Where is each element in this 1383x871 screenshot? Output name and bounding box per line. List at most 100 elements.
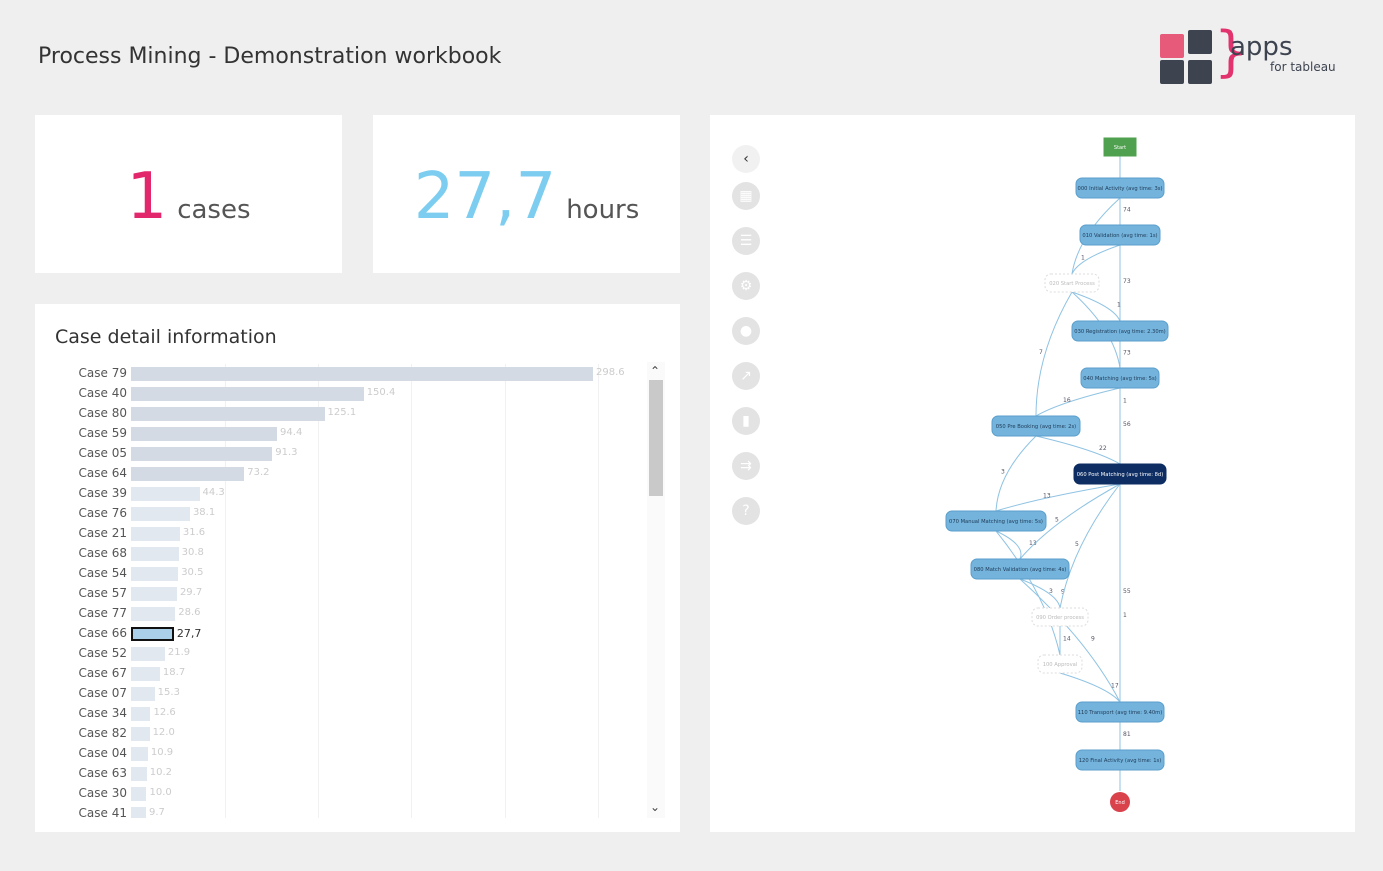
process-node[interactable] xyxy=(1079,224,1161,246)
process-edge[interactable] xyxy=(1019,483,1121,560)
case-bar[interactable] xyxy=(131,547,179,561)
case-value-label: 30.5 xyxy=(181,567,204,578)
filter-icon[interactable]: ● xyxy=(732,317,760,345)
process-map-graph[interactable]: 7481731173716561223131353559514917181Sta… xyxy=(710,115,1355,832)
case-bar[interactable] xyxy=(131,587,177,601)
process-node[interactable] xyxy=(1080,367,1160,389)
process-node[interactable] xyxy=(1075,749,1165,771)
chart-scrollbar[interactable]: ⌃ ⌄ xyxy=(647,362,665,818)
process-edge[interactable] xyxy=(1059,483,1121,609)
case-bar[interactable] xyxy=(131,767,147,781)
case-bar[interactable] xyxy=(131,647,165,661)
process-node[interactable] xyxy=(945,510,1047,532)
edge-label: 7 xyxy=(1039,349,1043,356)
process-edge[interactable] xyxy=(995,483,1121,512)
process-edge[interactable] xyxy=(995,530,1061,656)
case-bar[interactable] xyxy=(131,507,190,521)
case-bar-row[interactable]: Case 66 27,7 xyxy=(35,624,655,644)
case-bar[interactable] xyxy=(131,567,179,581)
case-bar[interactable] xyxy=(131,527,180,541)
case-bar-row[interactable]: Case 59 94.4 xyxy=(35,424,655,444)
case-bar-row[interactable]: Case 63 10.2 xyxy=(35,764,655,784)
process-node[interactable] xyxy=(991,415,1081,437)
process-edge[interactable] xyxy=(995,435,1037,512)
trend-icon[interactable]: ↗ xyxy=(732,362,760,390)
scroll-up-icon[interactable]: ⌃ xyxy=(650,364,661,378)
case-bar[interactable] xyxy=(131,607,176,621)
case-value-label: 18.7 xyxy=(162,667,186,678)
case-bar-row[interactable]: Case 05 91.3 xyxy=(35,444,655,464)
case-bar-row[interactable]: Case 64 73.2 xyxy=(35,464,655,484)
case-bar-row[interactable]: Case 34 12.6 xyxy=(35,704,655,724)
process-edge[interactable] xyxy=(1035,435,1121,465)
process-node[interactable] xyxy=(1075,177,1165,199)
process-node[interactable] xyxy=(970,558,1070,580)
case-bar-row[interactable]: Case 80 125.1 xyxy=(35,404,655,424)
case-bar-row[interactable]: Case 41 9.7 xyxy=(35,804,655,818)
process-node[interactable] xyxy=(1075,701,1165,723)
case-bar[interactable] xyxy=(131,667,160,681)
process-edge[interactable] xyxy=(1071,244,1121,275)
process-edge[interactable] xyxy=(995,530,1022,560)
process-node[interactable] xyxy=(1073,463,1167,485)
hours-kpi-card: 27,7 hours xyxy=(373,115,680,273)
case-bar-row[interactable]: Case 21 31.6 xyxy=(35,524,655,544)
case-bar[interactable] xyxy=(131,787,147,801)
case-bar[interactable] xyxy=(131,627,174,641)
case-bar[interactable] xyxy=(131,427,278,441)
case-value-label: 12.6 xyxy=(153,707,176,718)
process-edge[interactable] xyxy=(1035,387,1121,417)
case-bar-row[interactable]: Case 82 12.0 xyxy=(35,724,655,744)
edge-label: 1 xyxy=(1081,255,1085,262)
case-label: Case 63 xyxy=(78,766,127,780)
case-bar[interactable] xyxy=(131,387,364,401)
process-node[interactable] xyxy=(1071,320,1169,342)
case-value-label: 38.1 xyxy=(192,507,216,518)
case-bar[interactable] xyxy=(131,487,200,501)
settings-icon[interactable]: ⚙ xyxy=(732,272,760,300)
case-bar[interactable] xyxy=(131,727,150,741)
page-title: Process Mining - Demonstration workbook xyxy=(38,44,502,69)
process-edge[interactable] xyxy=(1019,578,1121,703)
case-bar-row[interactable]: Case 39 44.3 xyxy=(35,484,655,504)
tag-icon[interactable]: ▮ xyxy=(732,407,760,435)
case-bar[interactable] xyxy=(131,407,325,421)
case-bar-row[interactable]: Case 40 150.4 xyxy=(35,384,655,404)
case-bar-row[interactable]: Case 77 28.6 xyxy=(35,604,655,624)
case-bar[interactable] xyxy=(131,747,148,761)
case-value-label: 125.1 xyxy=(327,407,357,418)
process-edge[interactable] xyxy=(1035,291,1073,417)
export-icon[interactable]: ⇉ xyxy=(732,452,760,480)
case-bar-row[interactable]: Case 76 38.1 xyxy=(35,504,655,524)
case-bar-row[interactable]: Case 79 298.6 xyxy=(35,364,655,384)
process-edge[interactable] xyxy=(1071,291,1121,322)
case-bar[interactable] xyxy=(131,687,155,701)
process-node[interactable] xyxy=(1044,273,1100,293)
process-edge[interactable] xyxy=(1019,578,1061,609)
case-bar-row[interactable]: Case 52 21.9 xyxy=(35,644,655,664)
case-bar-row[interactable]: Case 67 18.7 xyxy=(35,664,655,684)
case-bar[interactable] xyxy=(131,807,146,818)
case-bar-row[interactable]: Case 57 29.7 xyxy=(35,584,655,604)
case-bar[interactable] xyxy=(131,467,245,481)
case-bar[interactable] xyxy=(131,707,151,721)
case-bar[interactable] xyxy=(131,447,273,461)
case-bar-row[interactable]: Case 04 10.9 xyxy=(35,744,655,764)
case-bar[interactable] xyxy=(131,367,593,381)
edge-label: 13 xyxy=(1029,540,1037,547)
process-edge[interactable] xyxy=(1059,672,1121,703)
process-node[interactable] xyxy=(1037,654,1083,674)
end-node[interactable] xyxy=(1110,792,1130,812)
case-bar-row[interactable]: Case 30 10.0 xyxy=(35,784,655,804)
process-node[interactable] xyxy=(1103,137,1137,157)
collapse-icon[interactable]: ‹ xyxy=(732,145,760,173)
table-icon[interactable]: ☰ xyxy=(732,227,760,255)
process-node[interactable] xyxy=(1031,607,1089,627)
scroll-thumb[interactable] xyxy=(649,380,663,496)
case-bar-row[interactable]: Case 07 15.3 xyxy=(35,684,655,704)
process-icon[interactable]: ▦ xyxy=(732,182,760,210)
help-icon[interactable]: ? xyxy=(732,497,760,525)
scroll-down-icon[interactable]: ⌄ xyxy=(650,800,661,814)
case-bar-row[interactable]: Case 68 30.8 xyxy=(35,544,655,564)
case-bar-row[interactable]: Case 54 30.5 xyxy=(35,564,655,584)
